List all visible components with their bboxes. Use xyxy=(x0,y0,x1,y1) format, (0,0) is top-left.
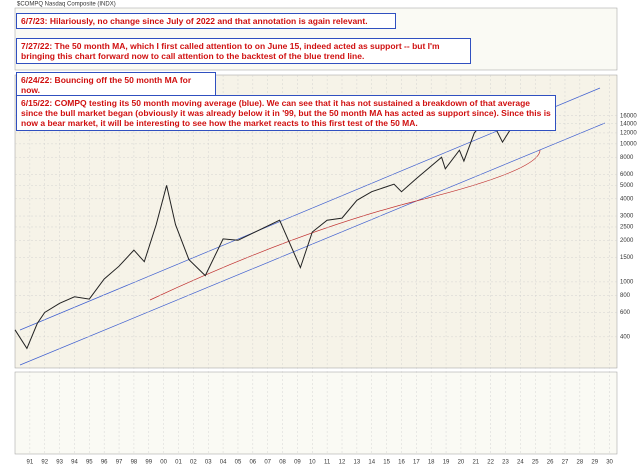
price-line xyxy=(14,114,512,350)
y-tick-label: 14000 xyxy=(620,121,637,127)
x-tick-label: 11 xyxy=(324,460,331,466)
y-tick-label: 1000 xyxy=(620,279,634,285)
x-tick-label: 14 xyxy=(368,460,375,466)
x-tick-label: 23 xyxy=(502,460,509,466)
x-tick-label: 06 xyxy=(249,460,256,466)
x-tick-label: 03 xyxy=(205,460,212,466)
x-tick-label: 28 xyxy=(576,460,583,466)
y-tick-label: 6000 xyxy=(620,172,634,178)
x-tick-label: 20 xyxy=(458,460,465,466)
x-tick-label: 91 xyxy=(27,460,34,466)
x-tick-label: 92 xyxy=(41,460,48,466)
x-tick-label: 26 xyxy=(547,460,554,466)
x-tick-label: 96 xyxy=(101,460,108,466)
annotation: 6/7/23: Hilariously, no change since Jul… xyxy=(16,13,396,29)
annotation: 7/27/22: The 50 month MA, which I first … xyxy=(16,38,471,64)
y-tick-label: 3000 xyxy=(620,214,634,220)
x-tick-label: 97 xyxy=(116,460,123,466)
y-tick-label: 16000 xyxy=(620,113,637,119)
x-tick-label: 24 xyxy=(517,460,524,466)
x-tick-label: 12 xyxy=(339,460,346,466)
y-tick-label: 800 xyxy=(620,293,631,299)
x-tick-label: 13 xyxy=(354,460,361,466)
y-tick-label: 4000 xyxy=(620,196,634,202)
x-tick-label: 09 xyxy=(294,460,301,466)
x-tick-label: 19 xyxy=(443,460,450,466)
x-tick-label: 98 xyxy=(131,460,138,466)
x-tick-label: 01 xyxy=(175,460,182,466)
x-tick-label: 22 xyxy=(487,460,494,466)
y-tick-label: 10000 xyxy=(620,141,637,147)
y-tick-label: 5000 xyxy=(620,183,634,189)
y-tick-label: 2000 xyxy=(620,238,634,244)
x-tick-label: 21 xyxy=(472,460,479,466)
x-tick-label: 04 xyxy=(220,460,227,466)
x-tick-label: 08 xyxy=(279,460,286,466)
x-tick-label: 18 xyxy=(428,460,435,466)
x-tick-label: 29 xyxy=(591,460,598,466)
moving-average xyxy=(149,149,541,301)
x-tick-label: 95 xyxy=(86,460,93,466)
x-tick-label: 16 xyxy=(398,460,405,466)
x-tick-label: 07 xyxy=(264,460,271,466)
y-tick-label: 12000 xyxy=(620,131,637,137)
y-tick-label: 1500 xyxy=(620,255,634,261)
x-tick-label: 15 xyxy=(383,460,390,466)
annotation: 6/15/22: COMPQ testing its 50 month movi… xyxy=(16,95,556,131)
y-tick-label: 600 xyxy=(620,310,631,316)
x-tick-label: 00 xyxy=(160,460,167,466)
x-tick-label: 99 xyxy=(145,460,152,466)
x-tick-label: 94 xyxy=(71,460,78,466)
y-tick-label: 400 xyxy=(620,334,631,340)
y-tick-label: 8000 xyxy=(620,155,634,161)
y-tick-label: 2500 xyxy=(620,225,634,231)
x-tick-label: 10 xyxy=(309,460,316,466)
x-tick-label: 05 xyxy=(235,460,242,466)
chart-title: $COMPQ Nasdaq Composite (INDX) xyxy=(17,2,116,8)
x-tick-label: 30 xyxy=(606,460,613,466)
x-tick-label: 02 xyxy=(190,460,197,466)
macd-panel xyxy=(14,371,618,455)
x-tick-label: 25 xyxy=(532,460,539,466)
trend-line xyxy=(19,122,606,366)
x-tick-label: 27 xyxy=(562,460,569,466)
x-tick-label: 17 xyxy=(413,460,420,466)
x-tick-label: 93 xyxy=(56,460,63,466)
